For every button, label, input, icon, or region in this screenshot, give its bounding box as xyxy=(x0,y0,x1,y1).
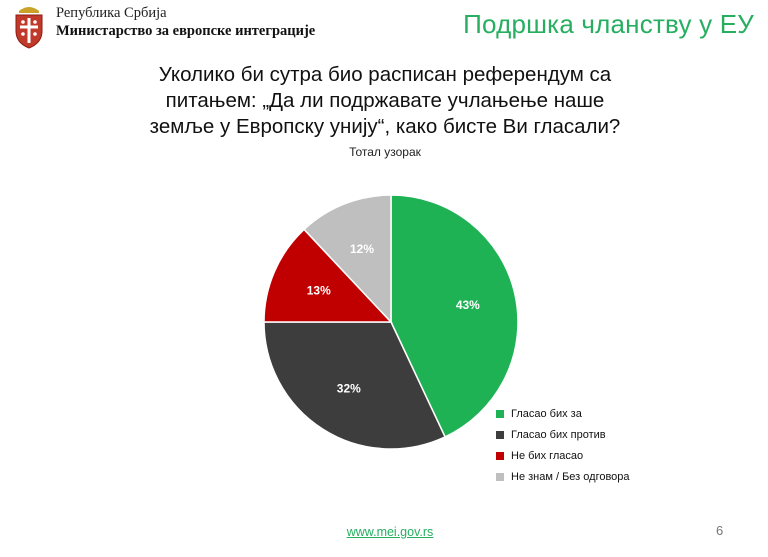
pie-slice-label: 13% xyxy=(307,284,331,298)
pie-slice xyxy=(390,194,519,438)
page-number: 6 xyxy=(716,523,724,538)
legend-swatch xyxy=(496,473,504,481)
pie-slice-label: 32% xyxy=(337,381,361,395)
chart-title: Уколико би сутра био расписан референдум… xyxy=(149,63,621,138)
legend-swatch xyxy=(496,410,504,418)
legend-swatch xyxy=(496,452,504,460)
org-line-2: Министарство за европске интеграције xyxy=(56,23,316,39)
legend-label: Гласао бих за xyxy=(511,408,582,420)
legend-item: Не знам / Без одговора xyxy=(496,467,630,487)
org-line-1: Република Србија xyxy=(56,5,167,21)
legend-label: Гласао бих против xyxy=(511,429,606,441)
coat-of-arms-icon xyxy=(15,7,43,49)
legend-item: Гласао бих за xyxy=(496,404,630,424)
legend-item: Не бих гласао xyxy=(496,446,630,466)
chart-legend: Гласао бих за Гласао бих против Не бих гла… xyxy=(496,404,630,488)
pie-slice xyxy=(263,321,447,450)
legend-item: Гласао бих против xyxy=(496,425,630,445)
legend-swatch xyxy=(496,431,504,439)
page-title: Подршка чланству у ЕУ xyxy=(463,9,754,39)
pie-slice-label: 43% xyxy=(456,298,480,312)
chart-subtitle: Тотал узорак xyxy=(349,145,421,159)
legend-label: Не знам / Без одговора xyxy=(511,471,630,483)
website-link[interactable]: www.mei.gov.rs xyxy=(346,525,434,539)
legend-label: Не бих гласао xyxy=(511,450,584,462)
pie-slice-label: 12% xyxy=(350,242,374,256)
pie-slice xyxy=(263,228,393,323)
pie-slice xyxy=(303,194,392,324)
header: Република Србија Министарство за европск… xyxy=(0,0,768,60)
organization-name: Република Србија Министарство за европск… xyxy=(56,5,315,41)
